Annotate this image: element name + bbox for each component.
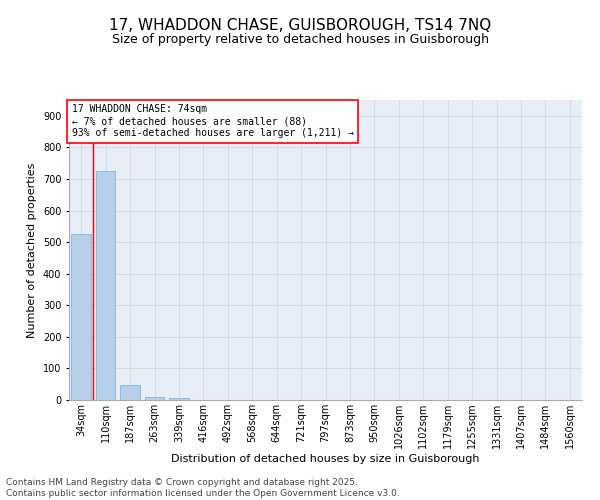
Bar: [96, 171, 115, 400]
X-axis label: Distribution of detached houses by size in Guisborough: Distribution of detached houses by size …: [171, 454, 480, 464]
Text: Contains HM Land Registry data © Crown copyright and database right 2025.
Contai: Contains HM Land Registry data © Crown c…: [6, 478, 400, 498]
Bar: [71, 234, 91, 400]
Text: 17 WHADDON CHASE: 74sqm
← 7% of detached houses are smaller (88)
93% of semi-det: 17 WHADDON CHASE: 74sqm ← 7% of detached…: [71, 104, 353, 138]
Bar: [169, 398, 188, 400]
Y-axis label: Number of detached properties: Number of detached properties: [28, 162, 37, 338]
Bar: [145, 397, 164, 400]
Text: Size of property relative to detached houses in Guisborough: Size of property relative to detached ho…: [112, 32, 488, 46]
Bar: [120, 385, 140, 400]
Text: 17, WHADDON CHASE, GUISBOROUGH, TS14 7NQ: 17, WHADDON CHASE, GUISBOROUGH, TS14 7NQ: [109, 18, 491, 32]
